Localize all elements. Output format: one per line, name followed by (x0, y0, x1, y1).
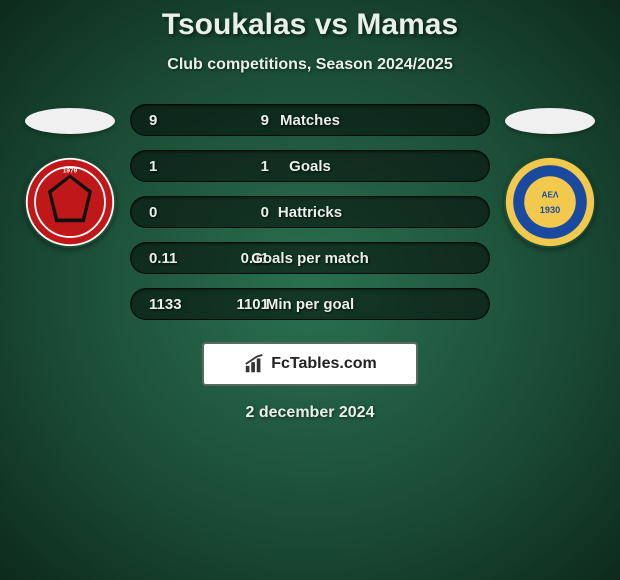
chart-icon (243, 353, 265, 375)
stats-column: 9 Matches 9 1 Goals 1 0 Hattricks 0 0.11… (130, 104, 490, 320)
stat-right-value: 1 (209, 158, 269, 175)
right-side: AEΛ 1930 (490, 104, 610, 248)
stat-left-value: 1 (149, 158, 209, 175)
comparison-card: Tsoukalas vs Mamas Club competitions, Se… (0, 0, 620, 422)
stat-left-value: 0 (149, 204, 209, 221)
left-club-badge: 1979 (24, 156, 116, 248)
stat-label: Goals per match (251, 250, 369, 267)
left-player-ellipse (25, 108, 115, 134)
brand-label: FcTables.com (271, 355, 377, 373)
stat-label: Min per goal (266, 296, 354, 313)
left-club-year: 1979 (63, 168, 78, 175)
stat-right-value: 0 (209, 204, 269, 221)
stat-row-goals: 1 Goals 1 (130, 150, 490, 182)
stat-row-min-per-goal: 1133 Min per goal 1101 (130, 288, 490, 320)
right-club-badge: AEΛ 1930 (504, 156, 596, 248)
stat-label: Matches (280, 112, 340, 129)
stat-left-value: 9 (149, 112, 209, 129)
left-side: 1979 (10, 104, 130, 248)
right-club-badge-svg: AEΛ 1930 (504, 156, 596, 248)
page-title: Tsoukalas vs Mamas (162, 8, 458, 42)
stat-label: Hattricks (278, 204, 342, 221)
stat-label: Goals (289, 158, 331, 175)
main-row: 1979 9 Matches 9 1 Goals 1 0 Hattricks 0… (0, 104, 620, 320)
stat-right-value: 1101 (209, 296, 269, 313)
right-club-year: 1930 (540, 205, 560, 215)
stat-left-value: 1133 (149, 296, 209, 313)
stat-left-value: 0.11 (149, 250, 209, 267)
stat-row-goals-per-match: 0.11 Goals per match 0.11 (130, 242, 490, 274)
left-club-badge-svg: 1979 (24, 156, 116, 248)
footer-date: 2 december 2024 (246, 404, 375, 422)
brand-badge[interactable]: FcTables.com (202, 342, 418, 386)
stat-right-value: 9 (209, 112, 269, 129)
stat-row-hattricks: 0 Hattricks 0 (130, 196, 490, 228)
svg-text:AEΛ: AEΛ (542, 190, 559, 199)
season-subtitle: Club competitions, Season 2024/2025 (167, 56, 452, 74)
stat-row-matches: 9 Matches 9 (130, 104, 490, 136)
right-player-ellipse (505, 108, 595, 134)
